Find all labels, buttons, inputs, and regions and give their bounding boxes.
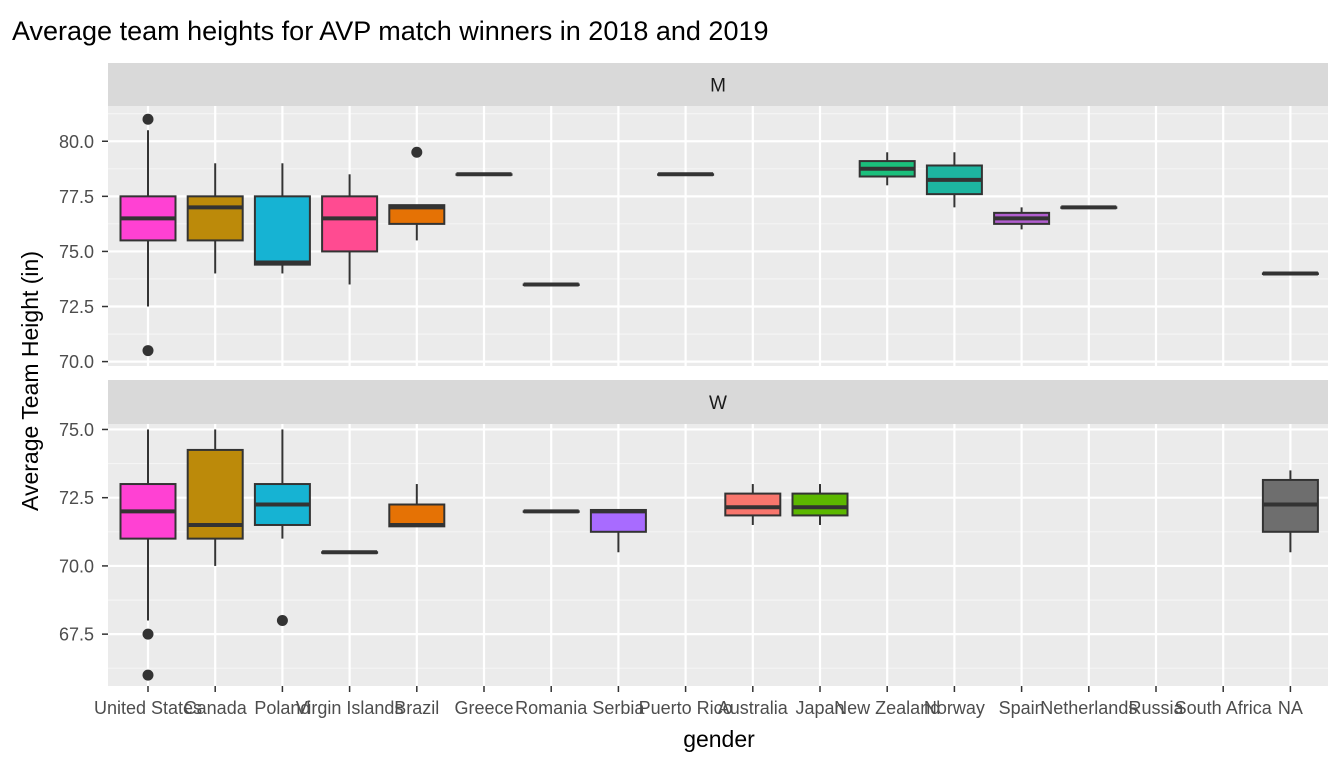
facet-panels: M 70.0 72.5 75.0 77.5 80.0 W 67.5 70.0 72.5 75.0	[59, 63, 1328, 686]
x-tick-label: Poland	[254, 698, 310, 718]
panel-background	[108, 424, 1328, 686]
box-na	[1261, 271, 1319, 276]
box-canada	[186, 163, 244, 274]
box-iqr	[321, 195, 379, 253]
box-na	[1261, 470, 1319, 553]
facet-panel-W: W 67.5 70.0 72.5 75.0	[59, 380, 1328, 686]
x-tick-label: NA	[1278, 698, 1303, 718]
x-tick-label: Canada	[184, 698, 248, 718]
box-iqr	[388, 204, 446, 225]
box-united-states	[119, 113, 177, 357]
box-romania	[522, 509, 580, 514]
outlier-point	[142, 669, 154, 681]
y-tick-label: 70.0	[59, 352, 94, 372]
y-tick-label: 72.5	[59, 488, 94, 508]
facet-strip-label: W	[709, 393, 727, 414]
outlier-point	[142, 113, 154, 125]
y-axis-title: Average Team Height (in)	[17, 251, 43, 511]
box-iqr	[724, 492, 782, 517]
box-virgin-islands	[321, 174, 379, 285]
x-tick-label: Norway	[924, 698, 985, 718]
box-norway	[925, 152, 983, 208]
x-tick-label: Romania	[515, 698, 588, 718]
outlier-point	[411, 146, 423, 158]
box-serbia	[589, 508, 647, 553]
x-tick-label: Serbia	[592, 698, 645, 718]
x-tick-label: Australia	[718, 698, 789, 718]
box-brazil	[388, 484, 446, 528]
box-new-zealand	[858, 152, 916, 186]
box-brazil	[388, 146, 446, 241]
box-iqr	[791, 492, 849, 517]
x-tick-label: United States	[94, 698, 202, 718]
y-tick-label: 72.5	[59, 297, 94, 317]
x-tick-label: Japan	[795, 698, 844, 718]
outlier-point	[142, 628, 154, 640]
panel-background	[108, 106, 1328, 366]
box-poland	[253, 163, 311, 274]
x-tick-label: Puerto Rico	[639, 698, 733, 718]
box-netherlands	[1060, 205, 1118, 210]
y-tick-label: 70.0	[59, 556, 94, 576]
box-japan	[791, 484, 849, 525]
outlier-point	[276, 615, 288, 626]
box-united-states	[119, 429, 177, 681]
box-iqr	[186, 195, 244, 242]
x-tick-label: Virgin Islands	[296, 698, 404, 718]
facet-panel-M: M 70.0 72.5 75.0 77.5 80.0	[59, 63, 1328, 372]
box-iqr	[253, 195, 311, 266]
box-puerto-rico	[657, 172, 715, 177]
box-poland	[253, 429, 311, 626]
y-tick-label: 77.5	[59, 187, 94, 207]
x-tick-label: New Zealand	[834, 698, 940, 718]
outlier-point	[142, 345, 154, 357]
box-australia	[724, 484, 782, 525]
chart-title: Average team heights for AVP match winne…	[12, 16, 769, 46]
box-canada	[186, 429, 244, 566]
facet-strip	[108, 63, 1328, 106]
x-tick-label: Brazil	[394, 698, 439, 718]
box-romania	[522, 282, 580, 287]
y-tick-label: 67.5	[59, 625, 94, 645]
facet-strip-label: M	[710, 76, 726, 97]
x-tick-label: Russia	[1128, 698, 1184, 718]
box-greece	[455, 172, 513, 177]
x-tick-label: Greece	[454, 698, 513, 718]
box-virgin-islands	[321, 550, 379, 555]
box-spain	[993, 207, 1051, 230]
y-tick-label: 75.0	[59, 420, 94, 440]
x-tick-label: Spain	[999, 698, 1045, 718]
x-axis-title: gender	[683, 726, 755, 752]
x-tick-label: Netherlands	[1040, 698, 1137, 718]
x-tick-label: South Africa	[1175, 698, 1273, 718]
facet-strip	[108, 380, 1328, 424]
y-tick-label: 75.0	[59, 242, 94, 262]
y-tick-label: 80.0	[59, 132, 94, 152]
